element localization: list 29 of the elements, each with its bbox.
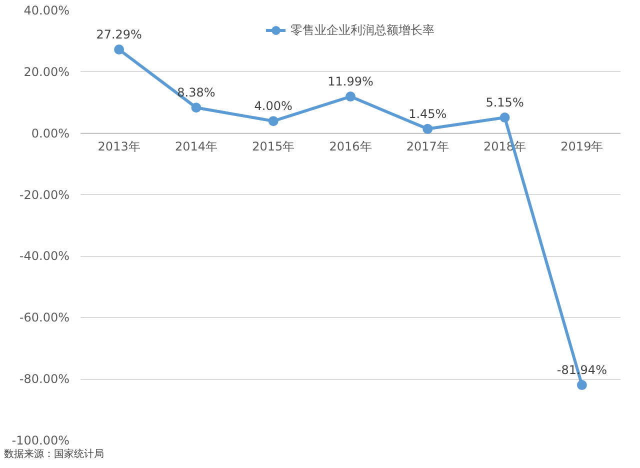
- point: [191, 102, 202, 113]
- data-label: 27.29%: [96, 28, 142, 42]
- x-tick-label: 2013年: [98, 139, 140, 154]
- y-tick-label: -40.00%: [19, 249, 70, 264]
- legend-label: 零售业企业利润总额增长率: [290, 22, 434, 38]
- point: [268, 116, 278, 126]
- y-tick-label: -20.00%: [19, 188, 70, 202]
- y-tick-label: -60.00%: [19, 310, 70, 325]
- point: [422, 124, 433, 134]
- x-tick-label: 2016年: [329, 139, 372, 154]
- point: [346, 92, 356, 102]
- source-note: 数据来源：国家统计局: [4, 448, 104, 462]
- x-tick-label: 2017年: [406, 139, 449, 154]
- y-tick-label: 20.00%: [24, 64, 70, 79]
- point: [114, 44, 124, 55]
- y-tick-label: -100.00%: [12, 434, 70, 448]
- x-tick-label: 2014年: [174, 139, 218, 154]
- data-label: 1.45%: [408, 106, 447, 121]
- data-label: 11.99%: [328, 74, 374, 89]
- y-tick-label: -80.00%: [19, 372, 70, 386]
- x-tick-label: 2015年: [252, 139, 295, 154]
- data-label: 5.15%: [486, 96, 524, 110]
- x-tick-label: 2019年: [560, 139, 604, 154]
- data-label: 8.38%: [177, 86, 216, 100]
- point: [576, 380, 587, 390]
- point: [500, 112, 510, 123]
- y-tick-label: 40.00%: [24, 4, 70, 18]
- data-label: 4.00%: [254, 99, 292, 114]
- y-tick-label: 0.00%: [31, 126, 70, 140]
